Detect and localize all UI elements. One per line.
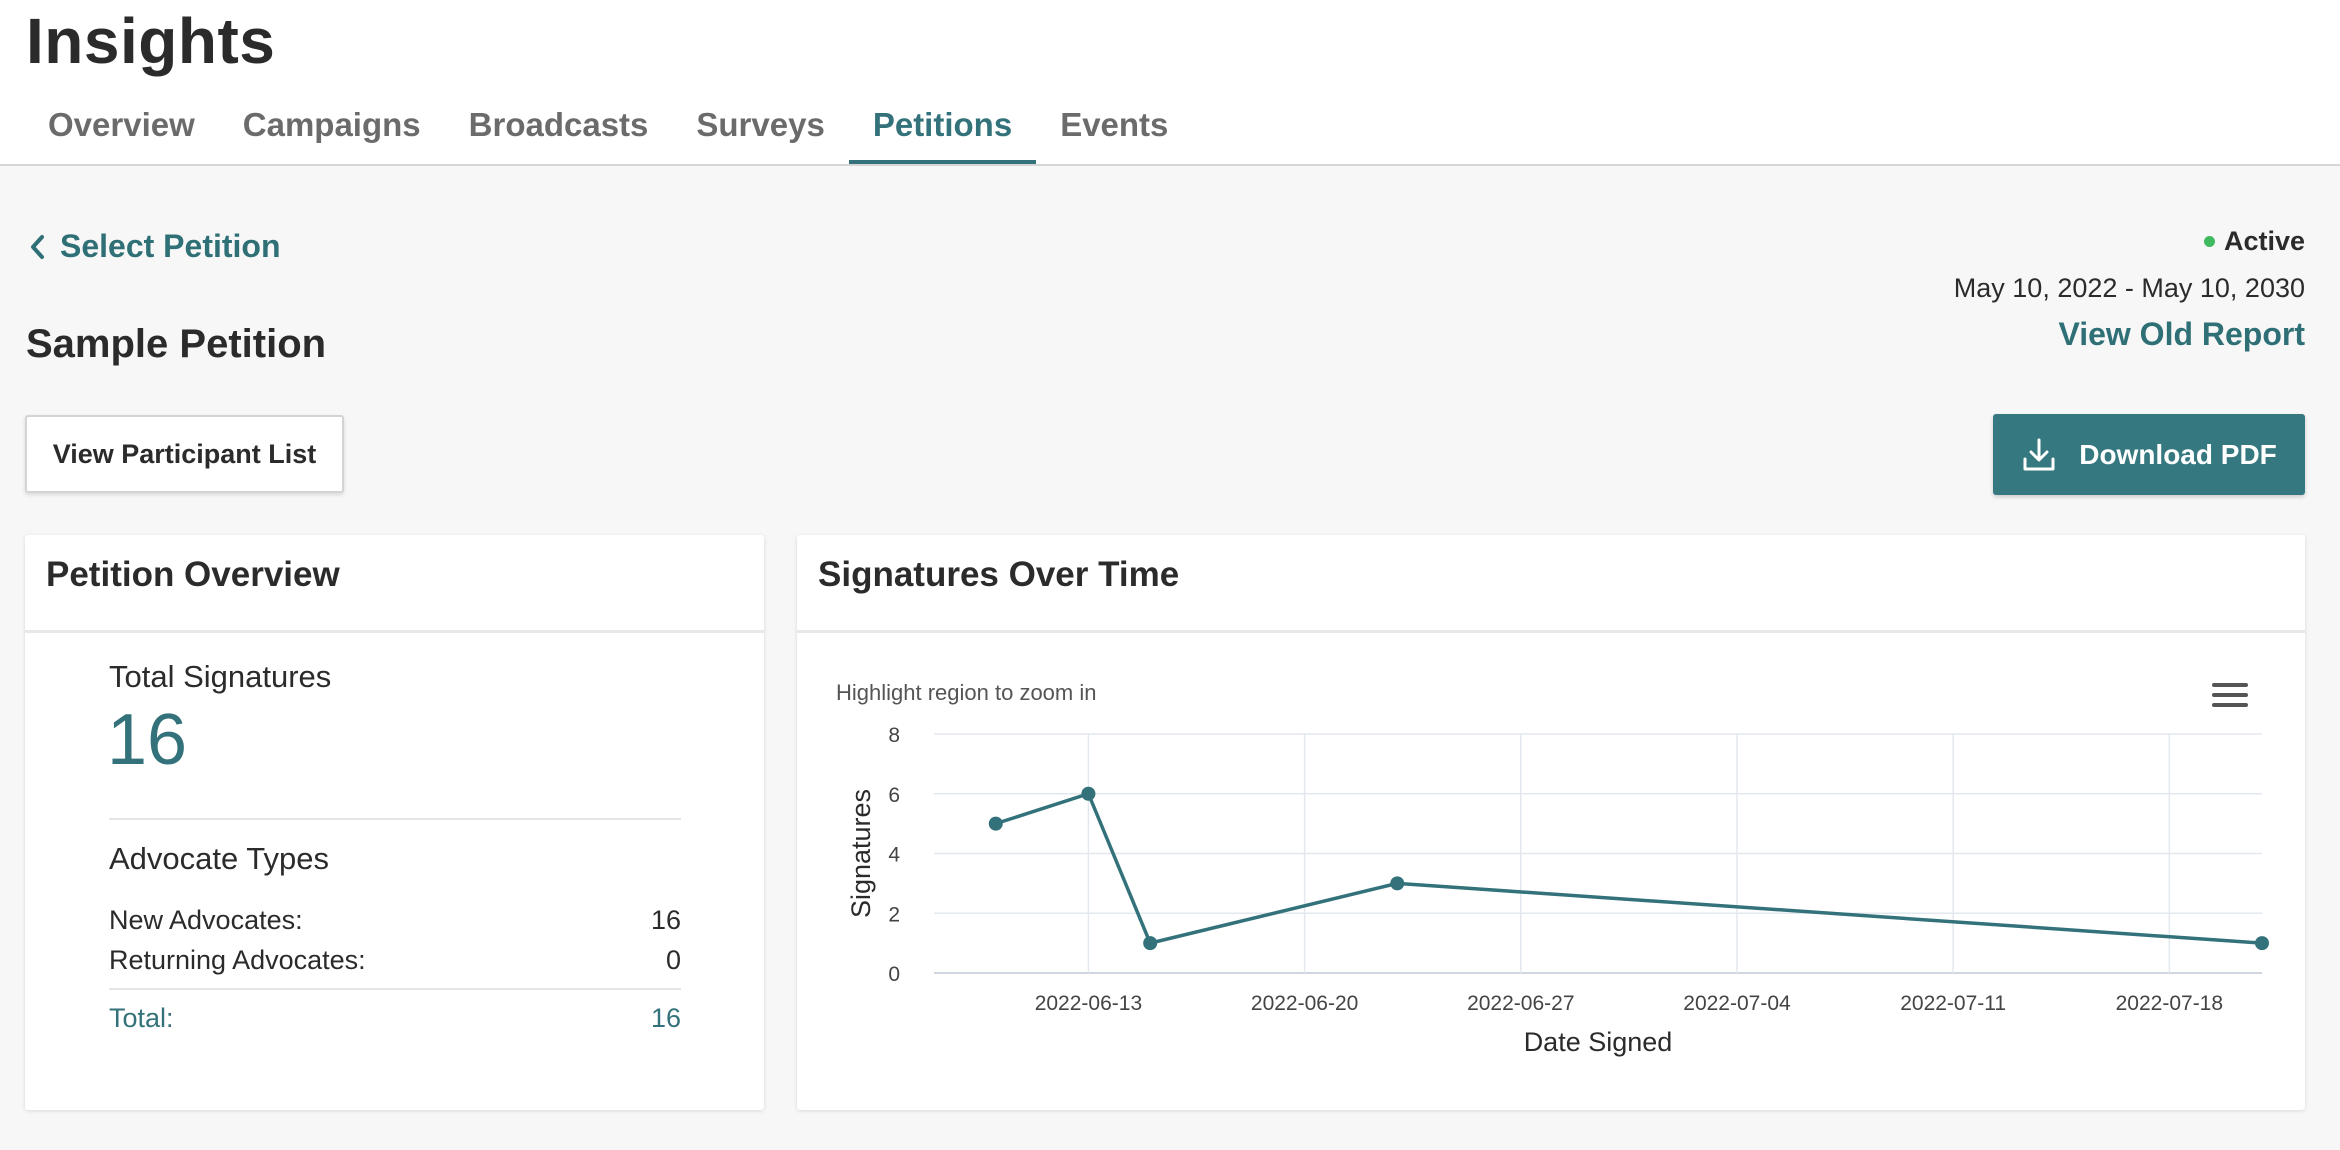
tab-campaigns[interactable]: Campaigns — [242, 106, 421, 143]
total-divider — [109, 988, 681, 990]
y-tick-label: 0 — [888, 963, 900, 986]
x-tick-label: 2022-06-13 — [1035, 992, 1142, 1015]
download-pdf-button[interactable]: Download PDF — [1993, 414, 2305, 495]
data-point — [1081, 786, 1096, 801]
x-tick-label: 2022-06-20 — [1251, 992, 1358, 1015]
hamburger-menu-icon[interactable] — [2212, 683, 2248, 713]
new-advocates-row: New Advocates: 16 — [109, 905, 681, 936]
x-tick-label: 2022-07-04 — [1683, 992, 1791, 1015]
overview-divider — [109, 818, 681, 820]
y-tick-label: 4 — [888, 844, 900, 867]
app-title: Insights — [26, 5, 276, 77]
new-advocates-value: 16 — [650, 905, 681, 935]
page-title: Sample Petition — [26, 322, 327, 366]
select-petition-label: Select Petition — [60, 228, 281, 264]
x-tick-label: 2022-06-27 — [1467, 992, 1574, 1015]
petition-overview-title: Petition Overview — [25, 535, 764, 633]
signatures-chart-title: Signatures Over Time — [797, 535, 2305, 633]
status-dot-icon — [2203, 236, 2215, 247]
y-axis-title: Signatures — [846, 789, 876, 918]
data-point — [988, 816, 1003, 831]
y-tick-label: 6 — [888, 784, 900, 807]
total-advocates-row: Total: 16 — [109, 1003, 681, 1034]
download-pdf-label: Download PDF — [2079, 438, 2277, 470]
returning-advocates-label: Returning Advocates: — [109, 945, 366, 975]
status-badge: Active — [1954, 226, 2305, 257]
new-advocates-label: New Advocates: — [109, 905, 303, 935]
data-point — [2255, 936, 2269, 951]
zoom-hint: Highlight region to zoom in — [836, 680, 1097, 705]
tab-petitions[interactable]: Petitions — [848, 96, 1037, 164]
x-tick-label: 2022-07-18 — [2116, 992, 2223, 1015]
signatures-over-time-card: Signatures Over Time Highlight region to… — [797, 535, 2305, 1110]
total-signatures-value: 16 — [107, 700, 188, 780]
tab-overview[interactable]: Overview — [48, 106, 195, 143]
data-point — [1143, 936, 1158, 951]
data-point — [1390, 876, 1405, 891]
returning-advocates-row: Returning Advocates: 0 — [109, 945, 681, 976]
signatures-line-chart[interactable]: 0 2 4 6 8 2022-06-13 2022-06-20 2022-06-27 2022-… — [797, 535, 2305, 1110]
petition-overview-card: Petition Overview Total Signatures 16 Ad… — [25, 535, 764, 1110]
tab-broadcasts[interactable]: Broadcasts — [468, 106, 649, 143]
x-axis-title: Date Signed — [1524, 1027, 1673, 1057]
view-old-report-link[interactable]: View Old Report — [2058, 316, 2305, 352]
date-range: May 10, 2022 - May 10, 2030 — [1953, 273, 2305, 303]
y-tick-label: 8 — [888, 724, 900, 747]
top-bar: Insights Overview Campaigns Broadcasts S… — [0, 0, 2340, 166]
y-tick-label: 2 — [888, 903, 900, 926]
total-signatures-label: Total Signatures — [109, 659, 332, 694]
view-participant-list-button[interactable]: View Participant List — [25, 415, 344, 493]
download-icon — [2023, 438, 2055, 470]
x-tick-label: 2022-07-11 — [1900, 992, 2006, 1015]
series-line — [995, 792, 2263, 945]
advocate-types-title: Advocate Types — [109, 841, 330, 876]
chevron-left-icon — [31, 234, 44, 259]
tab-bar: Overview Campaigns Broadcasts Surveys Pe… — [24, 96, 1192, 166]
select-petition-link[interactable]: Select Petition — [28, 228, 281, 265]
status-label: Active — [2223, 226, 2305, 256]
total-advocates-value: 16 — [650, 1003, 681, 1033]
total-advocates-label: Total: — [109, 1003, 174, 1033]
returning-advocates-value: 0 — [665, 945, 681, 975]
tab-events[interactable]: Events — [1060, 106, 1169, 143]
tab-surveys[interactable]: Surveys — [696, 106, 825, 143]
petition-status-block: Active May 10, 2022 - May 10, 2030 View … — [1954, 226, 2305, 353]
